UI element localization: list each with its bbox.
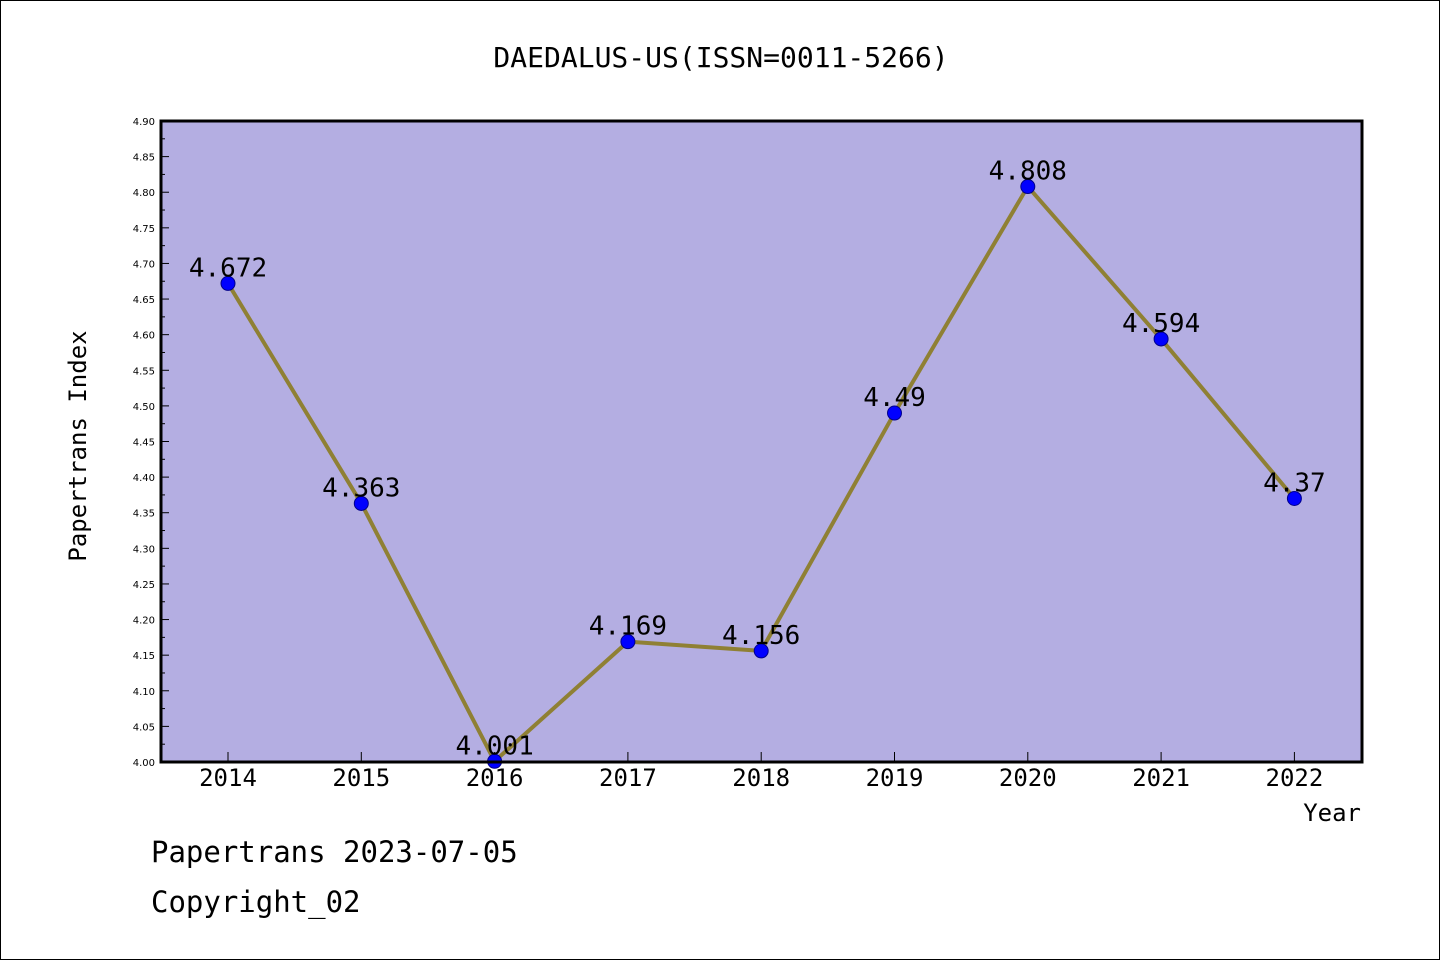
data-label: 4.001 — [455, 731, 533, 761]
data-point — [1286, 490, 1302, 506]
data-label: 4.37 — [1263, 468, 1326, 498]
x-tick-label: 2017 — [599, 764, 657, 792]
y-tick-label: 4.35 — [133, 509, 155, 520]
y-tick-label: 4.85 — [133, 153, 155, 164]
data-label: 4.672 — [189, 253, 267, 283]
data-point — [353, 495, 369, 511]
y-tick-label: 4.30 — [133, 544, 155, 555]
y-tick-label: 4.05 — [133, 722, 155, 733]
data-point — [220, 275, 236, 291]
y-tick-label: 4.00 — [133, 758, 155, 769]
data-label: 4.169 — [589, 612, 667, 642]
y-tick-label: 4.60 — [133, 331, 155, 342]
y-tick-label: 4.15 — [133, 651, 155, 662]
x-tick-label: 2014 — [199, 764, 257, 792]
y-tick-label: 4.80 — [133, 188, 155, 199]
data-point — [620, 634, 636, 650]
y-tick-label: 4.25 — [133, 580, 155, 591]
footer-date: Papertrans 2023-07-05 — [151, 835, 518, 869]
footer-copyright: Copyright_02 — [151, 885, 361, 919]
x-axis-ticks: 2014 2015 2016 2017 2018 2019 2020 2021 2022 — [199, 752, 1323, 792]
y-tick-label: 4.40 — [133, 473, 155, 484]
x-axis-label: Year — [1303, 799, 1361, 827]
data-label: 4.594 — [1122, 309, 1200, 339]
y-tick-label: 4.50 — [133, 402, 155, 413]
data-point — [887, 405, 902, 421]
x-tick-label: 2018 — [732, 764, 790, 792]
x-tick-label: 2015 — [332, 764, 390, 792]
data-labels: 4.672 4.363 4.001 4.169 4.156 4.49 4.808 4.594 4… — [189, 157, 1326, 762]
y-tick-label: 4.55 — [133, 366, 155, 377]
x-tick-label: 2020 — [999, 764, 1057, 792]
data-label: 4.808 — [989, 157, 1067, 187]
y-axis-ticks: 4.00 4.05 4.10 4.15 4.20 4.25 4.30 4.35 4.40 4.45… — [133, 117, 169, 769]
y-axis-label: Papertrans Index — [64, 330, 92, 561]
data-point — [753, 643, 769, 659]
data-label: 4.363 — [322, 473, 400, 503]
y-tick-label: 4.65 — [133, 295, 155, 306]
y-tick-label: 4.20 — [133, 616, 155, 627]
x-tick-label: 2021 — [1132, 764, 1190, 792]
y-tick-label: 4.45 — [133, 438, 155, 449]
chart-title: DAEDALUS-US(ISSN=0011-5266) — [493, 41, 948, 74]
data-label: 4.49 — [863, 383, 926, 413]
y-tick-label: 4.90 — [133, 117, 155, 128]
y-tick-label: 4.75 — [133, 224, 155, 235]
data-points — [220, 179, 1302, 769]
x-tick-label: 2022 — [1266, 764, 1324, 792]
plot-area — [161, 121, 1362, 762]
x-tick-label: 2019 — [866, 764, 924, 792]
data-point — [1153, 331, 1169, 347]
y-tick-label: 4.10 — [133, 687, 155, 698]
data-label: 4.156 — [722, 621, 800, 651]
y-tick-label: 4.70 — [133, 259, 155, 270]
data-point — [1020, 179, 1036, 195]
plot-border — [159, 119, 1364, 764]
